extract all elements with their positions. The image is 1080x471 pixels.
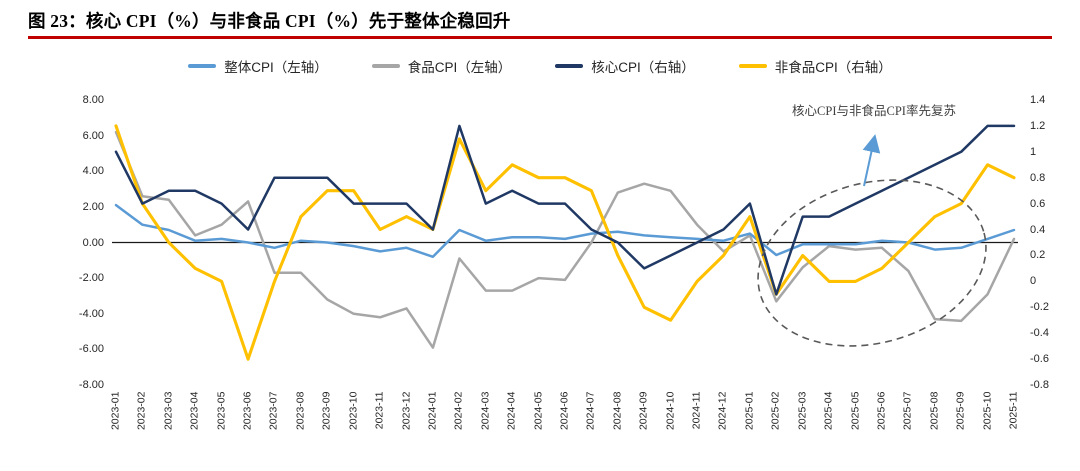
chart-legend: 整体CPI（左轴） 食品CPI（左轴） 核心CPI（右轴） 非食品CPI（右轴） (0, 56, 1080, 76)
right-axis-tick: -0.4 (1030, 327, 1049, 340)
x-axis-label: 2025-02 (769, 391, 782, 431)
right-axis-tick: 1 (1030, 145, 1037, 158)
x-axis-label: 2023-01 (109, 391, 122, 431)
left-axis-tick: -2.00 (78, 272, 104, 285)
series-line-2 (114, 124, 1016, 296)
legend-label: 核心CPI（右轴） (591, 60, 695, 75)
x-axis-label: 2024-12 (716, 391, 729, 431)
x-axis-label: 2024-05 (532, 391, 545, 431)
right-axis-tick: 0.8 (1030, 171, 1046, 184)
right-axis-tick: -0.8 (1030, 379, 1049, 391)
right-axis-tick: -0.6 (1030, 353, 1049, 366)
x-axis-label: 2024-11 (690, 391, 703, 430)
x-axis-label: 2025-04 (822, 391, 835, 431)
x-axis-label: 2023-08 (294, 391, 307, 431)
x-axis-label: 2023-12 (400, 391, 413, 431)
x-axis-label: 2025-10 (981, 391, 994, 431)
x-axis-label: 2025-08 (928, 391, 941, 431)
x-axis-label: 2024-08 (611, 391, 624, 431)
legend-swatch-icon (188, 64, 217, 68)
legend-item-2: 核心CPI（右轴） (555, 56, 695, 76)
x-axis-label: 2023-10 (347, 391, 360, 431)
legend-label: 整体CPI（左轴） (224, 60, 328, 75)
x-axis-label: 2025-06 (875, 391, 888, 431)
legend-item-3: 非食品CPI（右轴） (738, 56, 892, 76)
legend-label: 非食品CPI（右轴） (774, 60, 892, 75)
legend-swatch-icon (555, 64, 584, 68)
right-axis-tick: 1.2 (1030, 119, 1046, 132)
x-axis-label: 2024-10 (664, 391, 677, 431)
right-axis-tick: 0.2 (1030, 249, 1046, 262)
figure-title: 图 23：核心 CPI（%）与非食品 CPI（%）先于整体企稳回升 (28, 11, 511, 31)
left-axis-tick: -4.00 (78, 307, 104, 320)
left-axis-tick: 6.00 (82, 129, 104, 142)
right-axis-tick: 0 (1030, 275, 1037, 288)
x-axis-label: 2024-02 (452, 391, 465, 431)
series-line-1 (114, 130, 1016, 349)
annotation-arrow-icon (862, 134, 881, 187)
left-axis-tick: -8.00 (78, 379, 104, 391)
x-axis-label: 2024-09 (637, 391, 650, 431)
x-axis-label: 2023-03 (162, 391, 175, 431)
right-axis-tick: -0.2 (1030, 301, 1049, 314)
x-axis-label: 2024-07 (584, 391, 597, 431)
x-axis-label: 2023-09 (320, 391, 333, 431)
right-axis-tick: 1.4 (1030, 94, 1046, 106)
x-axis-label: 2025-07 (901, 391, 914, 431)
x-axis-label: 2023-06 (241, 391, 254, 431)
series-layer (112, 124, 1018, 361)
x-axis-label: 2025-03 (796, 391, 809, 431)
legend-item-1: 食品CPI（左轴） (371, 56, 512, 76)
series-line-0 (114, 203, 1016, 259)
legend-swatch-icon (738, 64, 767, 68)
x-axis-label: 2024-01 (426, 391, 439, 431)
x-axis-label: 2025-09 (954, 391, 967, 431)
legend-label: 食品CPI（左轴） (407, 60, 512, 75)
right-axis-tick: 0.4 (1030, 223, 1046, 236)
left-axis-tick: 0.00 (82, 236, 104, 249)
left-axis-tick: 8.00 (82, 94, 104, 106)
x-axis-label: 2023-11 (373, 391, 386, 430)
x-axis-label: 2025-05 (849, 391, 862, 431)
legend-item-0: 整体CPI（左轴） (188, 56, 328, 76)
x-axis-label: 2024-03 (479, 391, 492, 431)
x-axis-label: 2024-06 (558, 391, 571, 431)
x-axis-label: 2023-07 (267, 391, 280, 431)
annotation-overlay (757, 134, 987, 347)
x-axis-label: 2023-04 (188, 391, 201, 431)
x-axis-label: 2025-01 (743, 391, 756, 431)
left-axis-tick: 2.00 (82, 200, 104, 213)
x-axis-label: 2025-11 (1007, 391, 1020, 430)
x-axis-label: 2024-04 (505, 391, 518, 431)
left-axis-tick: -6.00 (78, 343, 104, 356)
highlight-ellipse (757, 179, 987, 347)
title-underline (28, 36, 1052, 39)
annotation-text: 核心CPI与非食品CPI率先复苏 (792, 104, 956, 118)
legend-swatch-icon (371, 64, 400, 68)
right-axis-tick: 0.6 (1030, 197, 1046, 210)
series-line-3 (114, 124, 1016, 361)
left-axis-tick: 4.00 (82, 165, 104, 178)
x-axis-label: 2023-05 (215, 391, 228, 431)
x-axis-label: 2023-02 (135, 391, 148, 431)
